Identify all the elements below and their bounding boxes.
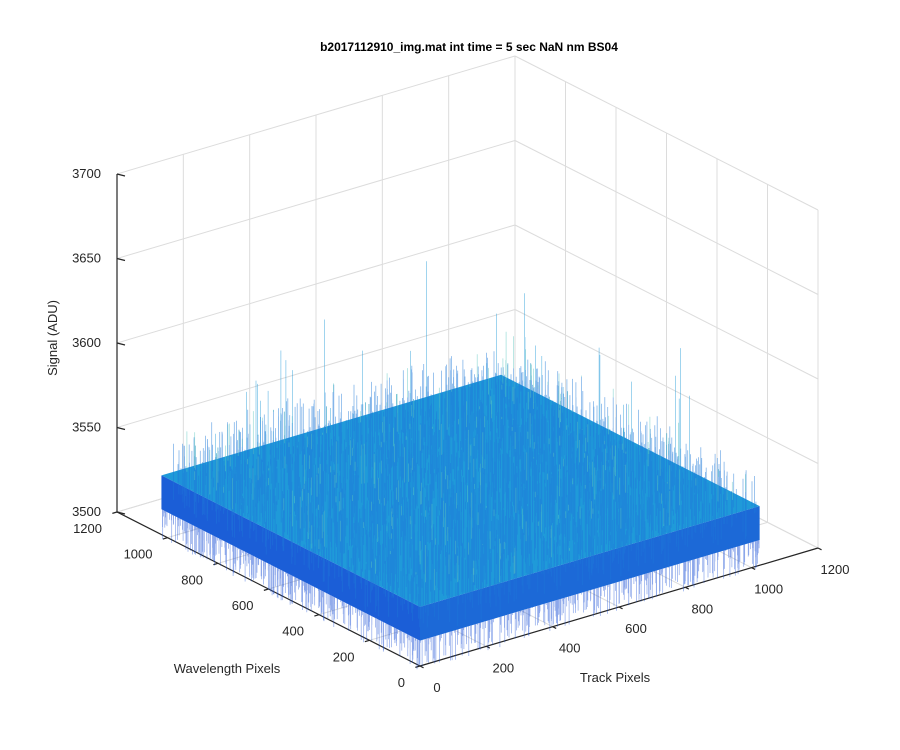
y-tick-label: 200 [333, 649, 355, 664]
y-tick-label: 400 [282, 624, 304, 639]
z-tick-mark [116, 257, 126, 262]
x-tick-mark [817, 547, 822, 551]
back-wall-grid-line [116, 55, 516, 175]
z-tick-label: 3700 [72, 166, 101, 181]
z-tick-label: 3500 [72, 504, 101, 519]
x-tick-label: 800 [691, 601, 713, 616]
y-tick-mark [314, 614, 320, 617]
x-tick-label: 0 [433, 680, 440, 695]
x-tick-label: 1000 [754, 582, 783, 597]
z-axis-tick-labels: 3500 3550 3600 3650 3700 [72, 166, 101, 519]
x-tick-mark [618, 606, 623, 610]
x-tick-label: 400 [559, 641, 581, 656]
x-tick-label: 600 [625, 621, 647, 636]
x-tick-label: 200 [492, 660, 514, 675]
y-tick-label: 0 [398, 675, 405, 690]
z-axis-label: Signal (ADU) [45, 300, 60, 376]
y-tick-mark [162, 537, 168, 540]
z-tick-mark [116, 426, 126, 431]
side-wall-grid-line [514, 140, 819, 295]
y-tick-mark [112, 511, 118, 514]
z-tick-mark [116, 173, 126, 177]
y-tick-label: 800 [181, 572, 203, 587]
y-axis-label: Wavelength Pixels [174, 661, 281, 676]
x-axis-tick-labels: 0 200 400 600 800 1000 1200 [433, 562, 849, 695]
x-tick-mark [552, 626, 557, 629]
y-tick-label: 1000 [124, 547, 153, 562]
z-tick-label: 3550 [72, 420, 101, 435]
y-tick-label: 600 [232, 598, 254, 613]
y-tick-mark [263, 588, 269, 591]
y-axis-tick-labels: 0 200 400 600 800 1000 1200 [73, 521, 405, 690]
x-tick-mark [751, 567, 756, 570]
side-wall-grid-line [514, 224, 819, 380]
x-tick-mark [419, 665, 424, 669]
y-tick-label: 1200 [73, 521, 102, 536]
y-tick-mark [213, 562, 219, 566]
signal-surface [161, 261, 760, 670]
y-tick-mark [364, 639, 370, 643]
x-axis-label: Track Pixels [580, 670, 651, 685]
x-tick-label: 1200 [821, 562, 850, 577]
side-wall-grid-line [514, 55, 819, 211]
surface-lower-fringe [162, 509, 760, 670]
back-wall-grid-line [116, 140, 516, 259]
z-tick-label: 3600 [72, 335, 101, 350]
surface-left-edge [161, 475, 420, 641]
x-tick-mark [685, 586, 690, 590]
surface-noise-highlights [186, 331, 746, 591]
z-tick-mark [116, 342, 126, 346]
z-tick-label: 3650 [72, 251, 101, 266]
back-wall-grid-line [116, 309, 516, 428]
z-tick-mark [116, 511, 126, 515]
side-wall-grid-line [514, 309, 819, 464]
back-wall-grid-line [116, 224, 516, 344]
surface-spikes [215, 261, 690, 591]
y-tick-mark [415, 665, 421, 668]
chart-title: b2017112910_img.mat int time = 5 sec NaN… [320, 40, 618, 54]
